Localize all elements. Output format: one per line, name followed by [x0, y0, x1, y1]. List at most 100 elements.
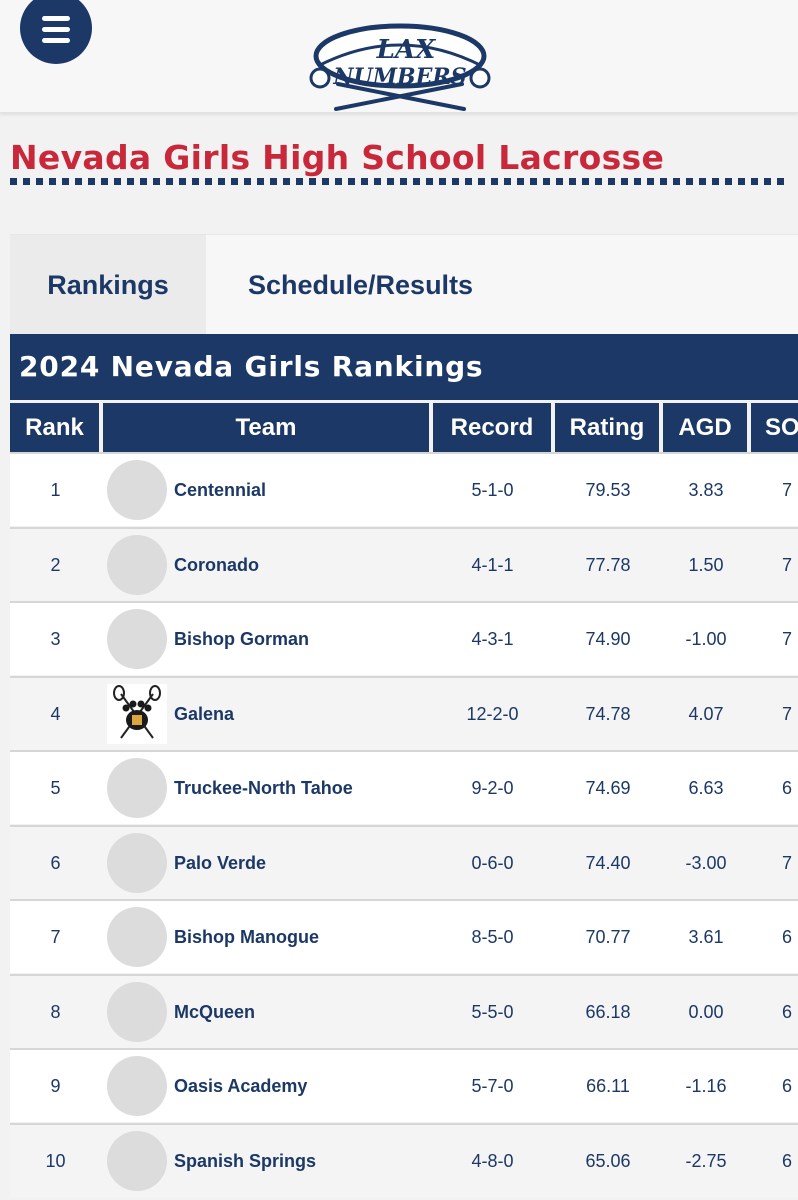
agd-cell: 3.83 [688, 480, 724, 500]
team-name[interactable]: Bishop Manogue [174, 927, 319, 947]
team-name[interactable]: Spanish Springs [174, 1150, 317, 1171]
record-cell: 5-7-0 [471, 1076, 514, 1096]
record-cell: 5-5-0 [471, 1001, 514, 1022]
menu-bar-icon [42, 38, 70, 43]
team-logo-bear-paw [107, 683, 167, 744]
hamburger-menu-button[interactable] [20, 0, 92, 64]
dotted-divider [10, 178, 788, 185]
column-header-sos[interactable]: SOS [751, 403, 798, 452]
record-cell: 9-2-0 [471, 778, 514, 798]
sos-cell: 7 [782, 852, 793, 873]
rating-cell: 74.69 [585, 778, 631, 798]
rating-cell: 65.06 [585, 1150, 631, 1171]
column-header-agd[interactable]: AGD [663, 403, 747, 452]
rankings-title: 2024 Nevada Girls Rankings [19, 350, 484, 383]
team-name[interactable]: Truckee-North Tahoe [174, 778, 353, 798]
table-row[interactable]: 1 Centennial 5-1-0 79.53 3.83 7 [10, 452, 798, 526]
table-row[interactable]: 2 Coronado 4-1-1 77.78 1.50 7 [10, 526, 798, 601]
rank-cell: 8 [50, 1001, 61, 1022]
team-name[interactable]: Galena [174, 703, 235, 724]
rank-cell: 10 [45, 1150, 66, 1171]
table-row[interactable]: 10 Spanish Springs 4-8-0 65.06 -2.75 6 [10, 1122, 798, 1197]
agd-cell: 3.61 [688, 927, 724, 947]
record-cell: 5-1-0 [471, 480, 514, 500]
tab-schedule-results[interactable]: Schedule/Results [248, 270, 474, 300]
team-name[interactable]: McQueen [174, 1001, 256, 1022]
record-cell: 0-6-0 [471, 852, 514, 873]
team-avatar-placeholder [107, 907, 167, 967]
rank-cell: 3 [50, 629, 61, 649]
sos-cell: 7 [782, 629, 793, 649]
team-name[interactable]: Oasis Academy [174, 1076, 308, 1096]
team-name[interactable]: Coronado [174, 554, 259, 575]
rating-cell: 74.90 [585, 629, 631, 649]
agd-cell: 0.00 [688, 1001, 724, 1022]
table-row[interactable]: 4 Galena 12-2-0 74.78 4.07 7 [10, 675, 798, 750]
agd-cell: -2.75 [685, 1150, 727, 1171]
column-header-rank[interactable]: Rank [10, 403, 99, 452]
table-row[interactable]: 3 Bishop Gorman 4-3-1 74.90 -1.00 7 [10, 601, 798, 675]
team-avatar-placeholder [107, 534, 167, 595]
team-avatar-placeholder [107, 1056, 167, 1116]
rank-cell: 6 [50, 852, 61, 873]
logo-text-lax: LAX [376, 35, 437, 65]
site-header: LAX NUMBERS [0, 0, 798, 113]
rating-cell: 70.77 [585, 927, 631, 947]
team-avatar-placeholder [107, 981, 167, 1042]
record-cell: 4-3-1 [471, 629, 514, 649]
record-cell: 8-5-0 [471, 927, 514, 947]
sos-cell: 6 [782, 1001, 793, 1022]
menu-bar-icon [42, 27, 70, 32]
tab-bar: Rankings Schedule/Results [10, 234, 798, 335]
rank-cell: 1 [50, 480, 61, 500]
table-header: Rank Team Record Rating AGD SOS [10, 403, 798, 452]
agd-cell: 1.50 [688, 554, 724, 575]
agd-cell: 4.07 [688, 703, 724, 724]
agd-cell: -1.00 [685, 629, 727, 649]
team-name[interactable]: Palo Verde [174, 852, 267, 873]
sos-cell: 7 [782, 554, 793, 575]
rank-cell: 2 [50, 554, 61, 575]
rank-cell: 4 [50, 703, 61, 724]
table-row[interactable]: 5 Truckee-North Tahoe 9-2-0 74.69 6.63 6 [10, 750, 798, 824]
team-name[interactable]: Bishop Gorman [174, 629, 310, 649]
team-name[interactable]: Centennial [174, 480, 267, 500]
rank-cell: 7 [50, 927, 61, 947]
table-row[interactable]: 9 Oasis Academy 5-7-0 66.11 -1.16 6 [10, 1048, 798, 1122]
sos-cell: 6 [782, 778, 793, 798]
agd-cell: -3.00 [685, 852, 727, 873]
logo-text-numbers: NUMBERS [332, 64, 466, 90]
rating-cell: 79.53 [585, 480, 631, 500]
column-header-record[interactable]: Record [433, 403, 551, 452]
tab-rankings[interactable]: Rankings [10, 235, 206, 335]
rank-cell: 5 [50, 778, 61, 798]
table-row[interactable]: 6 Palo Verde 0-6-0 74.40 -3.00 7 [10, 824, 798, 899]
sos-cell: 7 [782, 703, 793, 724]
table-row[interactable]: 7 Bishop Manogue 8-5-0 70.77 3.61 6 [10, 899, 798, 973]
team-avatar-placeholder [107, 758, 167, 818]
sos-cell: 6 [782, 1076, 793, 1096]
sos-cell: 6 [782, 927, 793, 947]
rating-cell: 74.40 [585, 852, 631, 873]
rating-cell: 66.11 [586, 1076, 630, 1096]
rankings-table: Rank Team Record Rating AGD SOS 1 Centenn… [10, 403, 798, 1200]
lax-numbers-logo[interactable]: LAX NUMBERS [300, 14, 500, 114]
sos-cell: 6 [782, 1150, 793, 1171]
rating-cell: 66.18 [585, 1001, 631, 1022]
menu-bar-icon [42, 16, 70, 21]
column-header-team[interactable]: Team [103, 403, 429, 452]
agd-cell: -1.16 [685, 1076, 727, 1096]
column-header-rating[interactable]: Rating [555, 403, 659, 452]
record-cell: 4-8-0 [471, 1150, 514, 1171]
rank-cell: 9 [50, 1076, 61, 1096]
record-cell: 12-2-0 [466, 703, 519, 724]
team-avatar-placeholder [107, 1130, 167, 1191]
team-avatar-placeholder [107, 460, 167, 520]
record-cell: 4-1-1 [471, 554, 514, 575]
sos-cell: 7 [782, 480, 793, 500]
rankings-title-bar: 2024 Nevada Girls Rankings [10, 334, 798, 400]
rating-cell: 77.78 [585, 554, 631, 575]
rating-cell: 74.78 [585, 703, 631, 724]
table-row[interactable]: 8 McQueen 5-5-0 66.18 0.00 6 [10, 973, 798, 1048]
page-title: Nevada Girls High School Lacrosse [10, 138, 665, 177]
